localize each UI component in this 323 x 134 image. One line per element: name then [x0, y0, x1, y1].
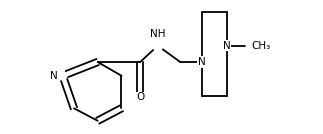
Text: O: O — [136, 92, 144, 102]
Text: N: N — [198, 57, 205, 67]
Text: CH₃: CH₃ — [251, 41, 270, 51]
Text: NH: NH — [150, 29, 165, 40]
Text: N: N — [223, 41, 230, 51]
Text: N: N — [50, 71, 58, 81]
